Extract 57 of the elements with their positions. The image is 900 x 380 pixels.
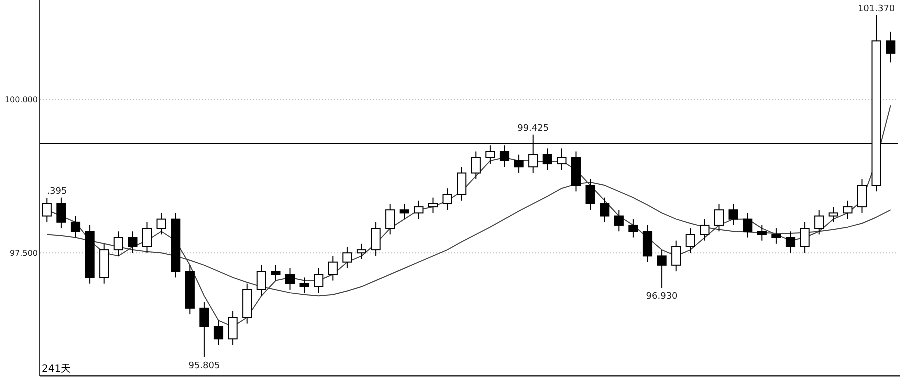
candlestick <box>114 231 124 257</box>
candlestick <box>772 228 782 244</box>
candlestick <box>356 243 367 260</box>
candlestick <box>300 277 310 294</box>
candlestick <box>628 218 638 238</box>
candlestick <box>886 31 896 64</box>
candlestick <box>342 246 352 269</box>
candlestick <box>800 222 810 254</box>
candlestick <box>386 203 396 236</box>
candlestick <box>700 218 710 242</box>
candlestick <box>442 188 452 211</box>
y-tick-label: 97.500 <box>10 249 38 258</box>
candlestick <box>328 256 338 282</box>
y-tick-label: 100.000 <box>4 96 38 105</box>
candlestick <box>557 148 567 171</box>
candlestick <box>757 224 767 242</box>
candlestick <box>428 197 438 214</box>
annotation: 101.370 <box>858 4 896 14</box>
candlestick <box>714 203 724 232</box>
candlestick <box>657 250 667 289</box>
candlestick <box>686 228 696 254</box>
candlestick <box>271 264 281 282</box>
candlestick <box>214 320 224 346</box>
candlestick <box>228 310 238 346</box>
candlestick <box>614 210 624 232</box>
candlestick <box>857 178 868 214</box>
candlestick <box>728 203 738 226</box>
candlestick <box>285 268 296 290</box>
candlestick <box>56 197 66 230</box>
candlestick <box>200 302 210 358</box>
candlestick <box>128 231 138 254</box>
candlestick <box>70 216 81 238</box>
candlestick <box>600 197 610 223</box>
candlestick <box>471 151 481 180</box>
candlestick <box>156 212 166 236</box>
candlestick <box>828 206 838 223</box>
candlestick <box>672 240 682 272</box>
candlestick <box>371 222 381 257</box>
candlestick <box>414 200 424 220</box>
candlestick <box>256 264 266 297</box>
annotation: .395 <box>47 187 68 198</box>
candlestick <box>457 166 467 202</box>
annotation: 95.805 <box>188 361 220 372</box>
candlestick <box>743 212 753 238</box>
annotation: 99.425 <box>518 124 550 134</box>
candlestick <box>586 178 596 211</box>
candlestick <box>400 203 410 220</box>
candlestick <box>843 200 853 220</box>
candlestick <box>786 231 796 254</box>
candlestick <box>542 148 552 171</box>
annotation: 96.930 <box>646 292 678 302</box>
candlestick <box>142 222 152 254</box>
candlestick <box>814 210 824 236</box>
annotation: 241天 <box>42 364 72 375</box>
candlestick <box>514 154 524 174</box>
candlestick <box>42 198 52 223</box>
candlestick <box>314 268 324 294</box>
